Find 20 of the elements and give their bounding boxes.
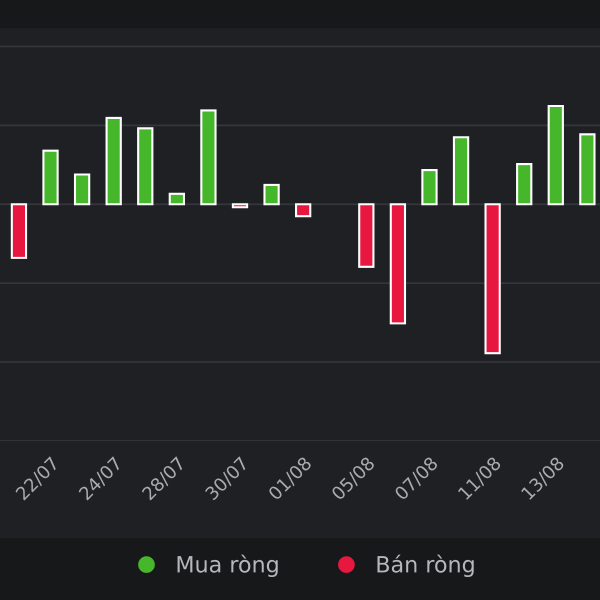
bar xyxy=(74,173,90,206)
bar xyxy=(484,203,501,354)
legend-label: Mua ròng xyxy=(178,554,278,577)
bar xyxy=(232,203,248,208)
bar xyxy=(358,203,374,268)
bar xyxy=(42,150,59,206)
bar xyxy=(168,192,185,206)
bar xyxy=(10,203,28,259)
bar xyxy=(390,203,406,324)
legend-label: Bán ròng xyxy=(377,554,474,577)
bar xyxy=(516,163,532,206)
bar xyxy=(548,104,564,206)
bar xyxy=(200,109,217,206)
bar xyxy=(452,136,470,206)
bar xyxy=(137,127,154,206)
bar xyxy=(579,133,596,206)
bar xyxy=(421,168,438,206)
bar xyxy=(106,116,122,206)
bar xyxy=(263,184,280,206)
bar xyxy=(295,203,312,218)
